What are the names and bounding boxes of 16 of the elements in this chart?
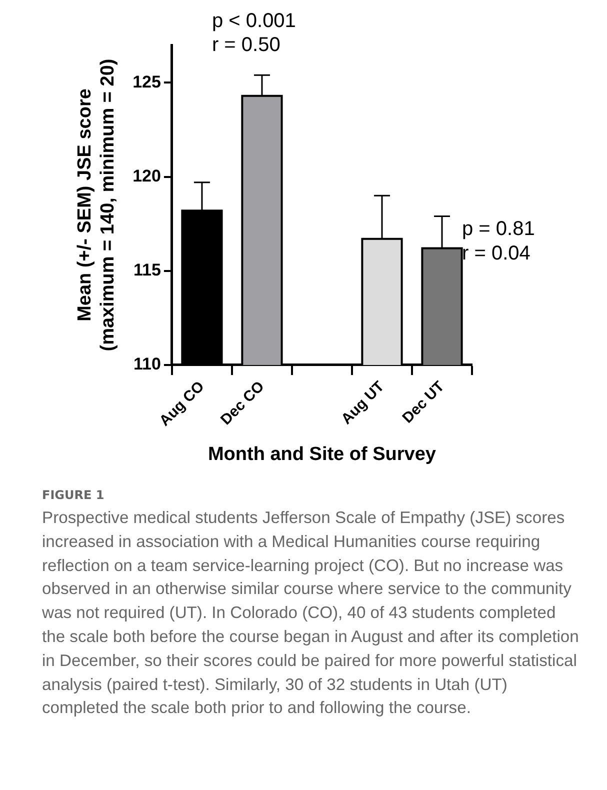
x-tick-label: Aug UT <box>338 378 388 428</box>
text: Prospective medical students Jefferson Scale of Empathy (JSE) scores increased in association with a Medical Humanities course requiring reflection on a team service-learning project (CO). But no increase was observed in an otherwise similar course where service to the community was not required (UT). In Colorado (CO), 40 of 43 students completed the scale both before the course began in August and after its completion in December, so their scores could be paired for more powerful statistical analysis (paired t-test). Similarly, 30 of 32 students in Utah (UT) completed the scale both prior to and following the course. <box>42 508 579 718</box>
y-axis-title: Mean (+/- SEM) JSE score (maximum = 140, minimum = 20) <box>74 58 118 352</box>
y-tick-label: 110 <box>134 354 161 374</box>
y-tick-label: 125 <box>132 72 161 92</box>
x-axis-title: Month and Site of Survey <box>208 444 436 465</box>
caption: FIGURE 1 <box>42 488 106 502</box>
x-tick-label: Dec CO <box>217 378 268 428</box>
annotation: r = 0.50 <box>212 34 280 56</box>
y-tick-label: 115 <box>134 260 161 280</box>
annotation: r = 0.04 <box>462 242 530 265</box>
x-tick-label: Aug CO <box>156 378 208 430</box>
x-tick-label: Dec UT <box>399 378 448 427</box>
y-tick-label: 120 <box>132 166 161 186</box>
text: p < 0.001 <box>212 10 296 32</box>
annotation: p = 0.81 <box>462 218 535 240</box>
